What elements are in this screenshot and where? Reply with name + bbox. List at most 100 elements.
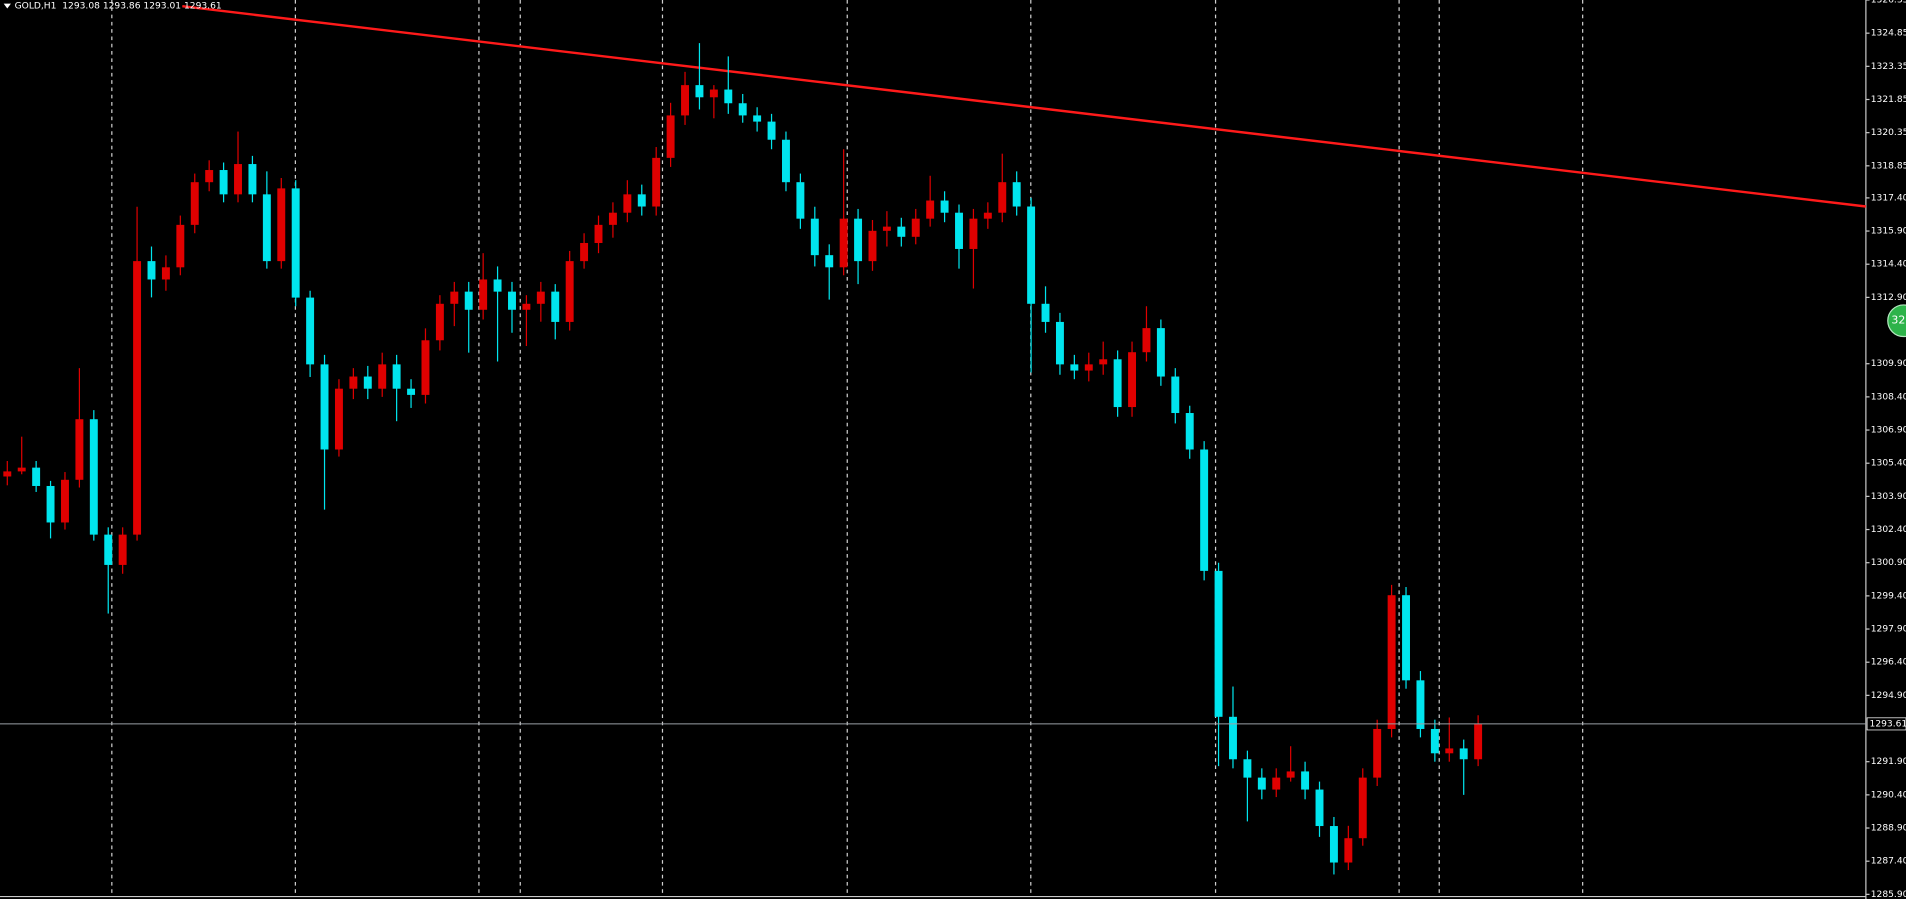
y-tick-label: 1285.90 [1871,890,1906,899]
y-tick-label: 1305.40 [1871,459,1906,469]
candle-body [1171,376,1180,414]
candle-body [46,485,55,523]
candle-body [637,194,646,207]
candle-body [1358,777,1367,839]
candle-body [190,182,199,225]
candle-body [1084,364,1093,371]
candle-body [868,230,877,262]
candle-body [1459,748,1468,760]
y-tick-label: 1303.90 [1871,492,1906,502]
candle-body [378,364,387,389]
candle-body [89,419,98,535]
y-tick-label: 1287.40 [1871,857,1906,867]
candle-body [1142,328,1151,353]
candle-body [508,291,516,310]
candle-body [1027,206,1036,304]
candle-body [551,291,560,322]
candle-body [248,164,257,195]
candle-body [695,85,704,98]
y-tick-label: 1306.90 [1871,426,1906,436]
candle-body [738,103,747,116]
y-tick-label: 1318.85 [1871,161,1906,171]
header-arrow [3,3,11,9]
y-tick-label: 1290.40 [1871,790,1906,800]
y-tick-label: 1302.40 [1871,525,1906,535]
y-tick-label: 1314.40 [1871,260,1906,270]
candle-body [1185,413,1194,450]
candle-body [926,200,935,219]
candle-body [320,364,329,450]
candle-body [1272,777,1281,790]
y-tick-label: 1315.90 [1871,227,1906,237]
candle-body [1445,748,1454,754]
current-price-box [1866,717,1906,731]
candle-body [897,226,906,237]
candle-body [1200,449,1209,571]
candle-body [983,212,992,219]
candle-body [522,303,531,310]
candle-body [998,182,1007,213]
candle-body [1243,759,1252,778]
y-tick-label: 1309.90 [1871,359,1906,369]
candle-body [666,115,675,158]
candle-body [580,242,589,262]
y-tick-label: 1312.90 [1871,293,1906,303]
current-price-label: 1293.61 [1870,719,1906,729]
candle-body [608,212,617,225]
candle-body [349,376,358,389]
candle-body [565,261,574,322]
candle-body [1229,716,1237,760]
y-tick-label: 1308.40 [1871,392,1906,402]
candle-body [652,157,661,207]
y-tick-label: 1291.90 [1871,757,1906,767]
y-tick-label: 1299.40 [1871,591,1906,601]
candle-body [882,226,891,231]
candle-body [1474,723,1483,760]
candle-body [1402,595,1410,681]
candle-body [61,479,69,523]
candle-body [1344,838,1353,863]
header: GOLD,H1 1293.08 1293.86 1293.01 1293.61 [15,2,222,12]
candle-body [234,164,242,195]
y-tick-label: 1320.35 [1871,128,1906,138]
candle-body [681,85,689,116]
candle-body [839,218,848,268]
candle-body [825,255,834,268]
y-tick-label: 1321.85 [1871,95,1906,105]
candle-body [1099,359,1108,365]
candle-body [104,534,113,565]
candle-body [1214,570,1223,717]
candle-body [1113,359,1122,408]
candle-body [118,534,127,565]
y-tick-label: 1288.90 [1871,824,1906,834]
candle-body [709,89,718,98]
candle-body [955,212,963,249]
y-tick-label: 1317.40 [1871,193,1906,203]
candle-body [1373,728,1382,778]
candle-body [536,291,545,304]
badge-label: 32 [1891,314,1905,327]
candle-body [1416,680,1425,729]
candle-body [219,170,228,195]
candle-body [1286,771,1295,778]
y-tick-label: 1294.90 [1871,691,1906,701]
badge [1887,304,1906,338]
candle-body [17,467,26,472]
candle-body [435,303,444,341]
candle-body [1257,777,1266,790]
candle-body [796,182,805,219]
y-tick-label: 1296.40 [1871,658,1906,668]
candle-body [32,467,41,486]
candle-body [753,115,762,122]
candle-body [493,279,502,292]
candle-body [1301,771,1310,790]
candle-body [392,364,401,389]
candle-body [277,188,286,262]
candle-body [262,194,271,262]
candle-body [724,89,733,104]
candle-body [1387,595,1396,729]
y-tick-label: 1323.35 [1871,62,1906,72]
candle-body [1315,789,1324,827]
